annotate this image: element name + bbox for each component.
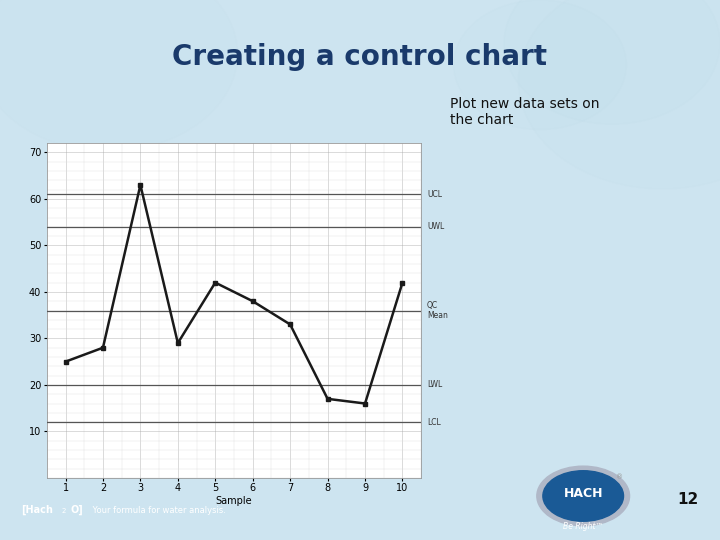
Text: O]: O] xyxy=(71,505,84,516)
X-axis label: Sample: Sample xyxy=(216,496,252,506)
Text: Be Right™: Be Right™ xyxy=(563,522,603,531)
Text: 12: 12 xyxy=(677,492,698,507)
Text: [Hach: [Hach xyxy=(22,505,53,516)
Text: UCL: UCL xyxy=(427,190,442,199)
Text: ®: ® xyxy=(616,474,623,480)
Text: LCL: LCL xyxy=(427,417,441,427)
Text: LWL: LWL xyxy=(427,380,442,389)
Text: UWL: UWL xyxy=(427,222,444,231)
Text: Your formula for water analysis.: Your formula for water analysis. xyxy=(90,506,226,515)
Text: 2: 2 xyxy=(61,508,66,514)
Text: Creating a control chart: Creating a control chart xyxy=(173,43,547,71)
Text: HACH: HACH xyxy=(564,488,603,501)
Text: Plot new data sets on
the chart: Plot new data sets on the chart xyxy=(450,97,600,127)
Text: QC
Mean: QC Mean xyxy=(427,301,448,320)
Ellipse shape xyxy=(543,471,624,521)
Ellipse shape xyxy=(537,466,629,526)
